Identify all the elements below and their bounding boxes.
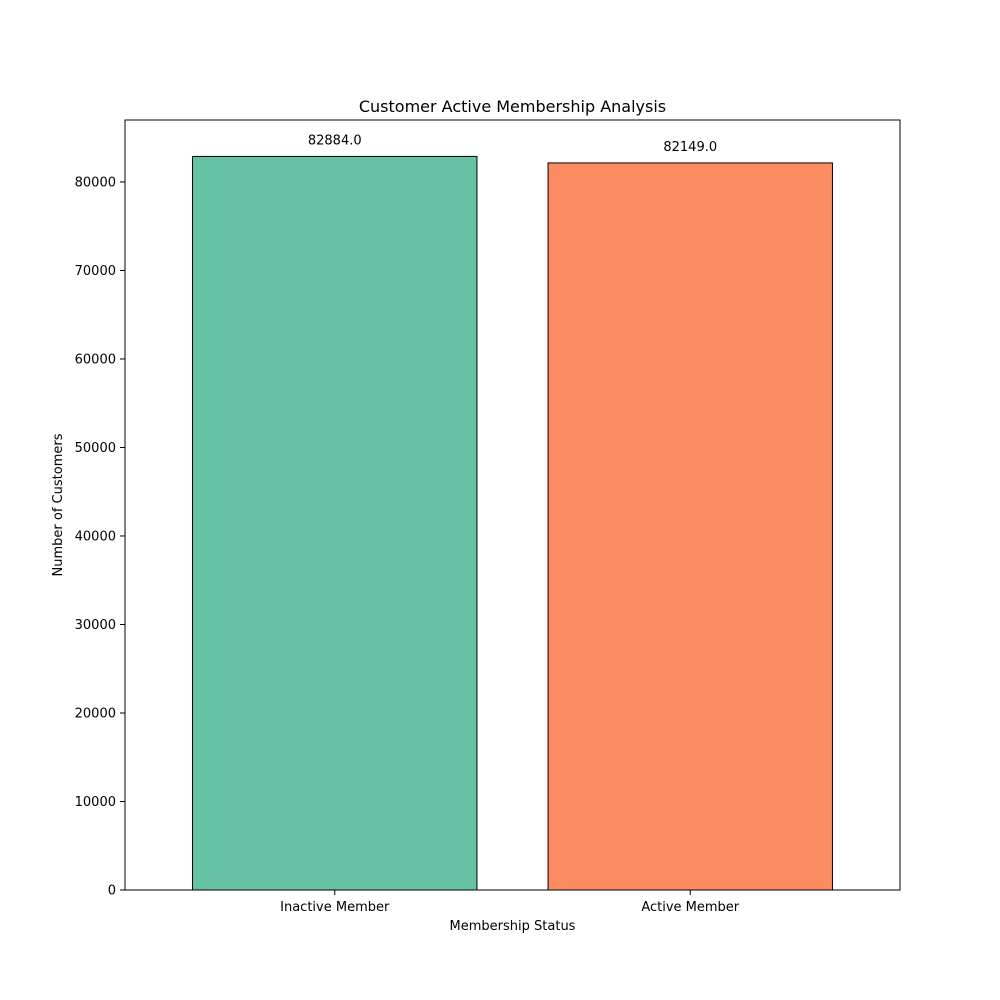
y-tick-label: 60000 [75, 352, 116, 367]
x-tick-label: Inactive Member [280, 900, 390, 915]
bar-value-label: 82149.0 [663, 140, 717, 155]
x-axis-title: Membership Status [450, 919, 576, 934]
y-tick-label: 10000 [75, 795, 116, 810]
bar-value-label: 82884.0 [308, 133, 362, 148]
y-tick-label: 80000 [75, 175, 116, 190]
y-tick-label: 20000 [75, 706, 116, 721]
y-axis: 0 10000 20000 30000 40000 50000 60000 70000 8000… [75, 175, 125, 899]
chart-title: Customer Active Membership Analysis [359, 97, 666, 116]
y-tick-label: 0 [108, 884, 116, 899]
bar-1 [547, 162, 833, 891]
y-axis-title: Number of Customers [51, 433, 66, 576]
bars-layer [192, 155, 833, 891]
x-axis: Inactive Member Active Member [280, 890, 740, 915]
x-tick-label: Active Member [641, 900, 739, 915]
data-labels: 82884.0 82149.0 [308, 133, 717, 155]
y-tick-label: 50000 [75, 441, 116, 456]
y-tick-label: 40000 [75, 529, 116, 544]
plot-area-frame [124, 119, 901, 891]
y-tick-label: 70000 [75, 264, 116, 279]
y-tick-label: 30000 [75, 618, 116, 633]
bar-0 [192, 155, 478, 891]
